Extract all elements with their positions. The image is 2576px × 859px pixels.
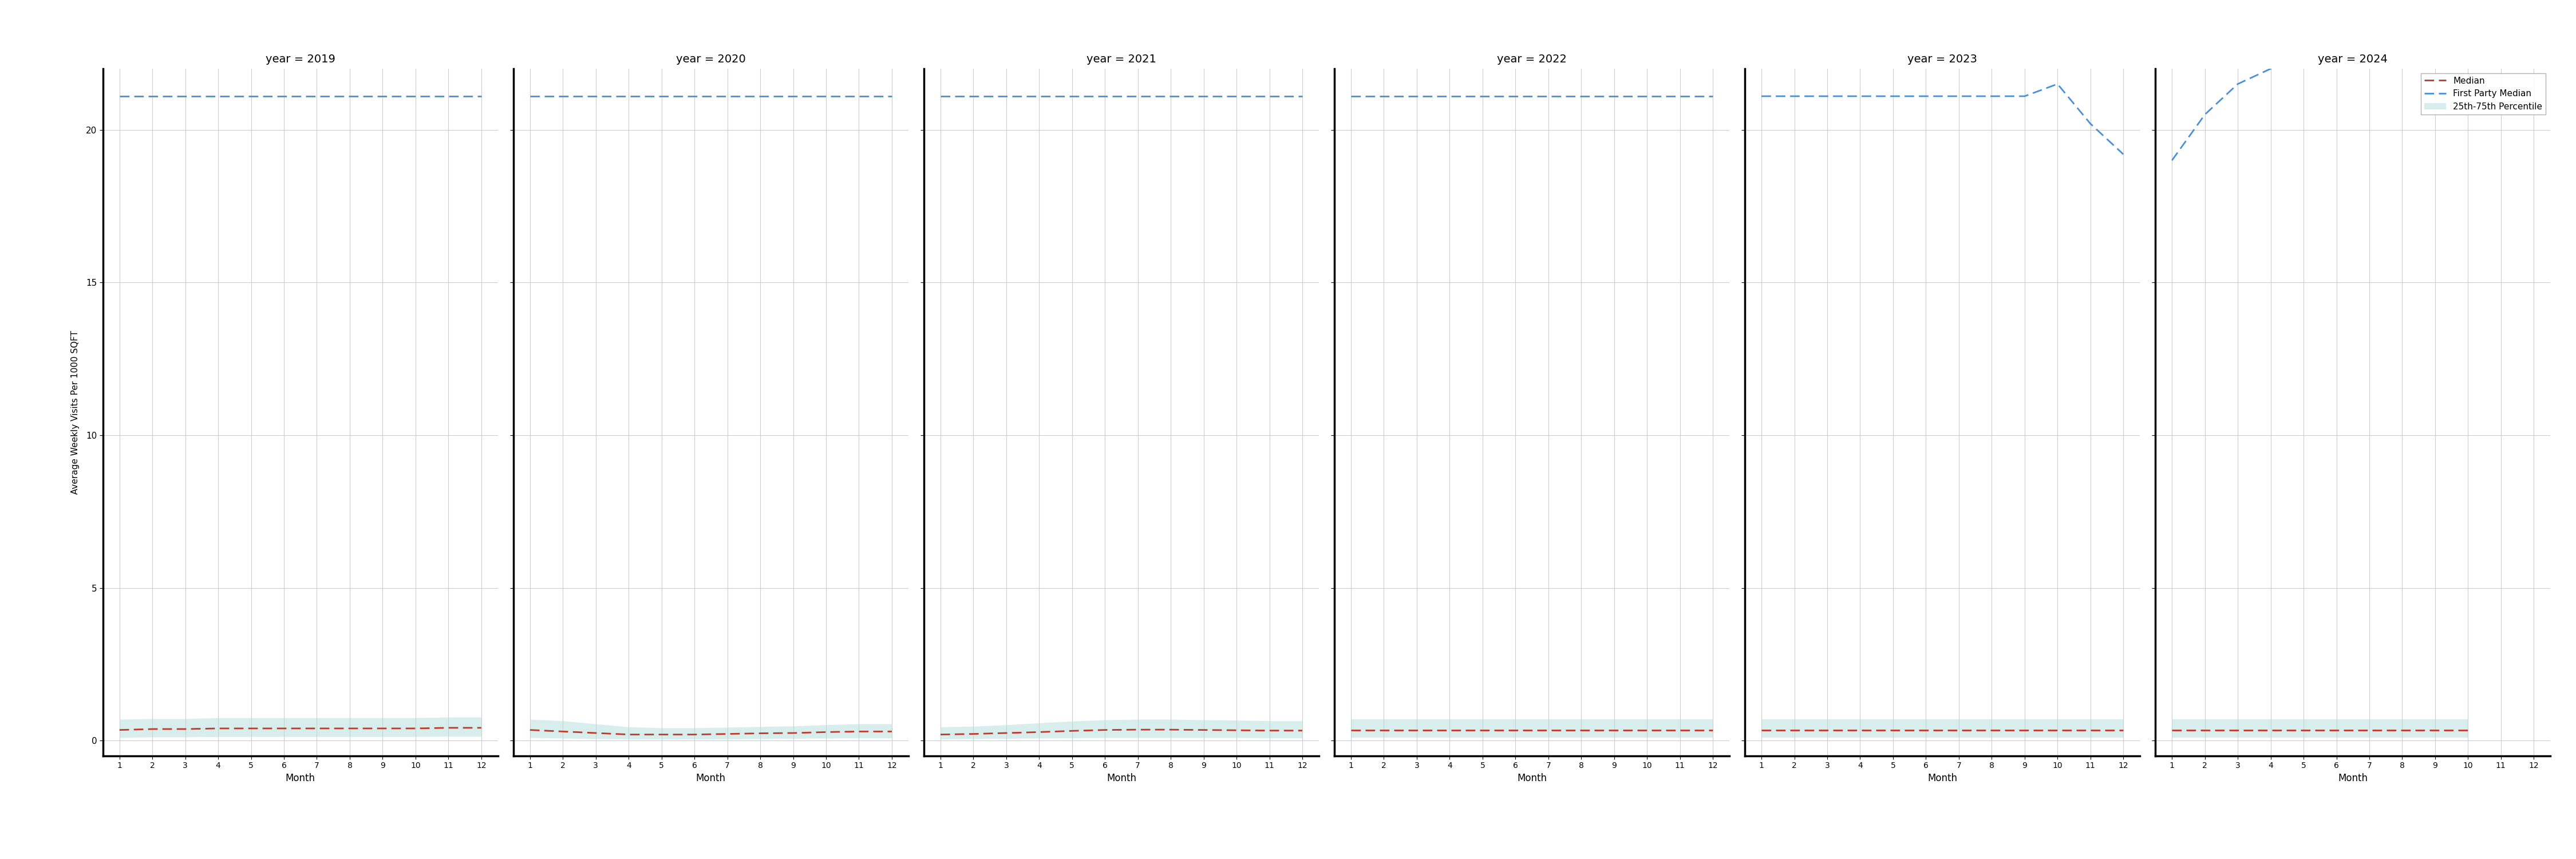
Title: year = 2023: year = 2023 bbox=[1906, 54, 1978, 64]
X-axis label: Month: Month bbox=[2339, 773, 2367, 783]
X-axis label: Month: Month bbox=[286, 773, 314, 783]
Title: year = 2019: year = 2019 bbox=[265, 54, 335, 64]
X-axis label: Month: Month bbox=[1517, 773, 1546, 783]
X-axis label: Month: Month bbox=[696, 773, 726, 783]
Title: year = 2024: year = 2024 bbox=[2318, 54, 2388, 64]
Title: year = 2022: year = 2022 bbox=[1497, 54, 1566, 64]
Title: year = 2020: year = 2020 bbox=[675, 54, 744, 64]
X-axis label: Month: Month bbox=[1108, 773, 1136, 783]
Legend: Median, First Party Median, 25th-75th Percentile: Median, First Party Median, 25th-75th Pe… bbox=[2421, 73, 2545, 114]
Y-axis label: Average Weekly Visits Per 1000 SQFT: Average Weekly Visits Per 1000 SQFT bbox=[72, 331, 80, 494]
X-axis label: Month: Month bbox=[1927, 773, 1958, 783]
Title: year = 2021: year = 2021 bbox=[1087, 54, 1157, 64]
